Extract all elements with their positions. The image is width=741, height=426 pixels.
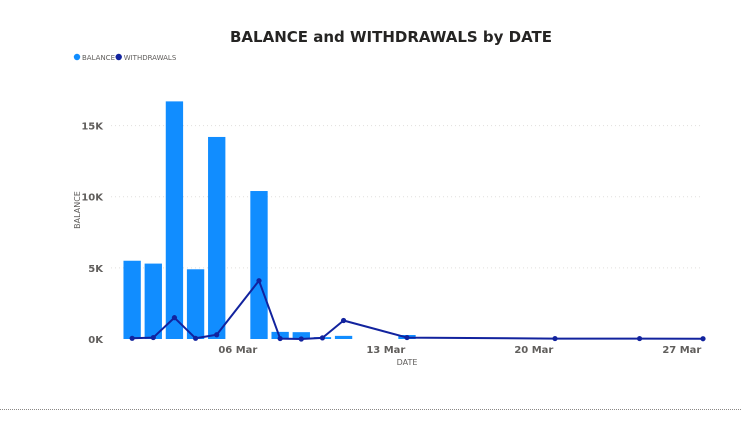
legend-marker: [73, 53, 81, 61]
legend[interactable]: BALANCE WITHDRAWALS: [73, 53, 177, 62]
balance-bar[interactable]: [123, 260, 141, 339]
withdrawals-point[interactable]: [171, 315, 178, 321]
withdrawals-point[interactable]: [636, 335, 643, 342]
gridlines: [111, 125, 703, 269]
withdrawals-line[interactable]: [129, 278, 706, 342]
withdrawals-point[interactable]: [552, 335, 558, 342]
withdrawals-point[interactable]: [319, 335, 326, 341]
y-tick-label: 5K: [88, 264, 104, 275]
balance-bar[interactable]: [165, 101, 184, 339]
balance-bar[interactable]: [271, 331, 289, 339]
balance-bar[interactable]: [250, 191, 268, 339]
balance-bars[interactable]: [123, 101, 416, 339]
legend-label[interactable]: BALANCE: [82, 54, 115, 62]
chart-title: BALANCE and WITHDRAWALS by DATE: [230, 28, 552, 46]
y-tick-label: 0K: [88, 335, 104, 346]
withdrawals-point[interactable]: [150, 334, 156, 341]
legend-label[interactable]: WITHDRAWALS: [124, 54, 177, 62]
withdrawals-point[interactable]: [277, 335, 283, 342]
y-axis-title: BALANCE: [73, 191, 82, 229]
y-axis-ticks: 0K 5K 10K 15K: [81, 122, 104, 346]
balance-bar[interactable]: [144, 263, 162, 339]
x-tick-label: 13 Mar: [366, 345, 405, 356]
legend-marker: [115, 53, 122, 61]
withdrawals-point[interactable]: [256, 278, 262, 284]
x-axis-title: DATE: [397, 358, 418, 367]
y-tick-label: 15K: [81, 122, 104, 133]
x-tick-label: 06 Mar: [218, 345, 257, 356]
x-axis-ticks: 06 Mar 13 Mar 20 Mar 27 Mar: [218, 345, 701, 356]
x-tick-label: 20 Mar: [514, 345, 553, 356]
x-tick-label: 27 Mar: [662, 345, 701, 356]
withdrawals-point[interactable]: [340, 317, 347, 324]
separator-line: [0, 409, 741, 410]
withdrawals-point[interactable]: [192, 335, 199, 341]
balance-bar[interactable]: [334, 335, 353, 339]
withdrawals-point[interactable]: [129, 335, 135, 341]
withdrawals-point[interactable]: [404, 334, 410, 341]
y-tick-label: 10K: [81, 193, 104, 204]
withdrawals-point[interactable]: [214, 332, 220, 338]
balance-bar[interactable]: [186, 269, 205, 339]
withdrawals-point[interactable]: [298, 336, 304, 342]
withdrawals-point[interactable]: [700, 336, 706, 342]
balance-bar[interactable]: [208, 136, 226, 339]
withdrawals-line-path: [132, 279, 704, 340]
balance-bar[interactable]: [292, 332, 310, 339]
